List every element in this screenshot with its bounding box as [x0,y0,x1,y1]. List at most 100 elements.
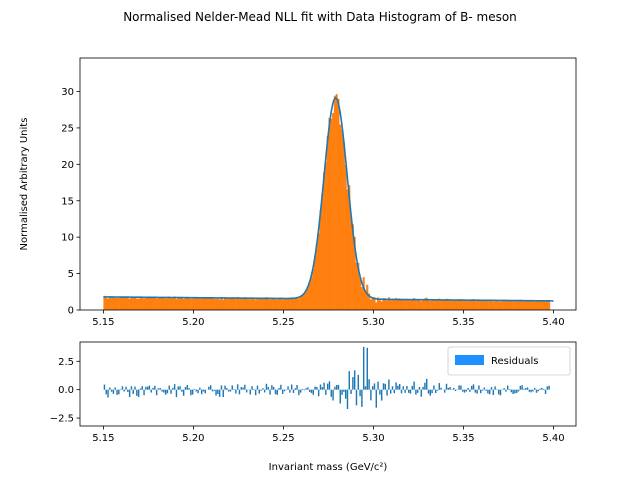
residual-bar [440,387,442,390]
residual-plot-frame [79,341,577,427]
residual-bar [213,389,215,391]
histogram-bar [414,300,417,310]
residual-bar [278,388,280,390]
residual-bar [236,384,239,390]
residual-bar [411,385,414,390]
x-tick-label: 5.40 [542,317,564,328]
residual-bar [298,389,300,396]
residual-bar [543,388,545,390]
residual-bar [380,389,383,401]
histogram-bar [369,299,372,310]
histogram-bar [180,298,183,310]
residual-bar [172,387,174,390]
histogram-bar [479,300,482,310]
residual-bar [307,387,309,390]
residual-bar [209,385,212,390]
residual-bar [402,386,405,390]
residual-bar [177,386,179,390]
residual-bar [494,386,496,390]
histogram-bar [153,296,156,310]
residual-bar [463,389,466,393]
residual-bar [326,383,329,390]
histogram-bar [449,299,452,310]
residual-bar [229,389,232,392]
residual-bar [299,389,302,393]
histogram-bar [152,296,155,310]
histogram-bar [182,298,185,310]
histogram-bar [112,297,115,310]
residual-bar [386,389,388,396]
histogram-bar [398,298,401,310]
histogram-bar [353,236,356,310]
histogram-bar [402,298,405,310]
histogram-bar [528,301,531,310]
histogram-bar [193,297,196,310]
residual-bar [290,384,293,390]
residual-x-axis: 5.15 5.20 5.25 5.30 5.35 5.40 [92,426,565,444]
residual-bar [353,370,356,390]
histogram-bar [503,300,506,310]
residual-bar [416,389,419,393]
residual-bar [505,389,507,392]
residual-bar [109,387,111,390]
histogram-bar [375,302,378,310]
histogram-bar [485,300,488,310]
histogram-bar [252,298,255,310]
residual-bar [488,389,491,395]
residual-bar [499,389,502,396]
residual-bar [272,386,275,390]
legend-label: Residuals [491,356,538,367]
residual-bar [517,389,520,392]
histogram-bar [308,282,311,310]
residual-bar [481,389,484,391]
residual-bar [485,389,487,391]
histogram-bar [438,298,441,310]
histogram-bar [258,299,261,310]
histogram-bar [134,296,137,310]
residual-bar [418,386,421,390]
histogram-bar [454,300,457,310]
histogram-bar [373,297,376,310]
residual-bar [157,388,160,390]
histogram-bar [314,255,317,310]
residual-bar [483,387,486,390]
histogram-bar [157,297,160,310]
histogram-bar [357,262,360,310]
residual-bar [447,387,450,390]
histogram-bar [195,298,198,310]
residual-bar [546,386,549,390]
histogram-bar [105,297,108,310]
histogram-bar [279,297,282,310]
residual-bar [454,389,457,392]
histogram-bar [162,298,165,310]
residual-bar [389,389,392,394]
histogram-bar [355,262,358,310]
histogram-bar [337,98,340,310]
residual-bar [476,389,478,394]
histogram-bar [315,243,318,310]
histogram-bar [531,301,534,310]
y-tick-label: 25 [61,123,74,134]
residual-bar [537,389,540,392]
residual-bar [526,387,529,390]
histogram-bar [220,297,223,310]
histogram-bar [515,301,518,310]
histogram-bar [425,297,428,310]
histogram-bar [130,296,133,310]
residual-bar [362,346,365,390]
histogram-bar [429,300,432,310]
residual-bar [148,385,151,390]
residual-bar [404,389,406,393]
histogram-bar [209,296,212,310]
residual-bar [182,389,185,396]
histogram-bar [359,277,362,310]
histogram-bar [413,298,416,310]
histogram-bar [159,297,162,310]
residual-bar [449,386,451,390]
histogram-bar [256,297,259,310]
histogram-bar [141,296,144,310]
residual-bar [260,389,262,391]
histogram-bar [164,298,167,310]
histogram-bar [144,296,147,310]
residual-bar [166,389,169,394]
